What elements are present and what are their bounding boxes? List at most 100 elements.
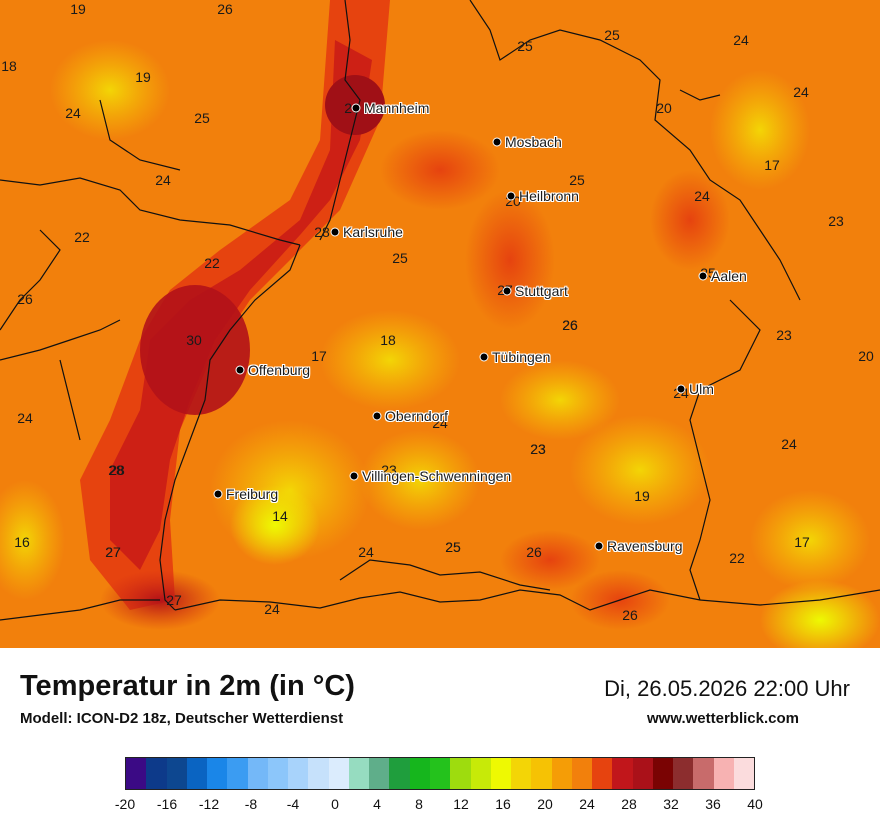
temperature-value: 24 bbox=[358, 544, 374, 560]
color-scale-swatch bbox=[267, 758, 289, 789]
color-scale-tick-label: -12 bbox=[198, 796, 220, 812]
city-marker[interactable] bbox=[492, 137, 502, 147]
color-scale-tick-label: -16 bbox=[156, 796, 178, 812]
city-label[interactable]: Stuttgart bbox=[515, 283, 568, 299]
color-scale-tick-label: 32 bbox=[663, 796, 679, 812]
color-scale-tick-label: -4 bbox=[286, 796, 300, 812]
city-label[interactable]: Karlsruhe bbox=[343, 224, 403, 240]
temperature-value: 20 bbox=[656, 100, 672, 116]
city-marker[interactable] bbox=[351, 103, 361, 113]
map-title: Temperatur in 2m (in °C) bbox=[20, 670, 355, 702]
temperature-value: 27 bbox=[166, 592, 182, 608]
color-scale-legend bbox=[125, 757, 755, 790]
color-scale-tick-label: 40 bbox=[747, 796, 763, 812]
temperature-value: 24 bbox=[65, 105, 81, 121]
color-scale-tick-label: 28 bbox=[621, 796, 637, 812]
city-label[interactable]: Mannheim bbox=[364, 100, 430, 116]
temperature-value: 30 bbox=[186, 332, 202, 348]
model-source: Modell: ICON-D2 18z, Deutscher Wetterdie… bbox=[20, 710, 344, 727]
temperature-value: 23 bbox=[530, 441, 546, 457]
color-scale-swatch bbox=[247, 758, 268, 789]
color-scale-swatch bbox=[632, 758, 653, 789]
temperature-value: 26 bbox=[562, 317, 578, 333]
color-scale-tick-label: 0 bbox=[331, 796, 339, 812]
city-marker[interactable] bbox=[594, 541, 604, 551]
color-scale-swatch bbox=[328, 758, 349, 789]
temperature-value: 24 bbox=[17, 410, 33, 426]
city-marker[interactable] bbox=[330, 227, 340, 237]
city-label[interactable]: Aalen bbox=[711, 268, 747, 284]
city-marker[interactable] bbox=[479, 352, 489, 362]
color-scale-swatch bbox=[652, 758, 674, 789]
city-marker[interactable] bbox=[676, 384, 686, 394]
color-scale-swatch bbox=[673, 758, 694, 789]
temperature-value: 27 bbox=[105, 544, 121, 560]
city-label[interactable]: Oberndorf bbox=[385, 408, 449, 424]
color-scale-swatch bbox=[227, 758, 248, 789]
temperature-value: 24 bbox=[264, 601, 280, 617]
temperature-value: 26 bbox=[17, 291, 33, 307]
city-label[interactable]: Villingen-Schwenningen bbox=[362, 468, 512, 484]
temperature-value: 14 bbox=[272, 508, 288, 524]
color-scale-swatch bbox=[490, 758, 512, 789]
city-label[interactable]: Ravensburg bbox=[607, 538, 683, 554]
map-footer: Temperatur in 2m (in °C) Modell: ICON-D2… bbox=[0, 648, 880, 830]
temperature-value: 20 bbox=[858, 348, 874, 364]
color-scale-tick-label: 12 bbox=[453, 796, 469, 812]
city-marker[interactable] bbox=[372, 411, 382, 421]
temperature-value: 22 bbox=[729, 550, 745, 566]
temperature-map[interactable] bbox=[0, 0, 880, 648]
temperature-value: 24 bbox=[694, 188, 710, 204]
city-label[interactable]: Heilbronn bbox=[519, 188, 579, 204]
temperature-value: 23 bbox=[381, 462, 397, 478]
city-label[interactable]: Offenburg bbox=[248, 362, 311, 378]
color-scale-tick-label: 16 bbox=[495, 796, 511, 812]
temperature-value: 28 bbox=[109, 462, 125, 478]
temperature-value: 25 bbox=[517, 38, 533, 54]
color-scale-swatch bbox=[612, 758, 633, 789]
color-scale-swatch bbox=[288, 758, 309, 789]
forecast-datetime: Di, 26.05.2026 22:00 Uhr bbox=[604, 676, 850, 701]
color-scale-swatch bbox=[369, 758, 390, 789]
temperature-value: 22 bbox=[204, 255, 220, 271]
temperature-value: 17 bbox=[311, 348, 327, 364]
temperature-value: 28 bbox=[314, 224, 330, 240]
temperature-value: 27 bbox=[105, 544, 121, 560]
color-scale-swatch bbox=[186, 758, 208, 789]
color-scale-swatch bbox=[348, 758, 370, 789]
city-marker[interactable] bbox=[213, 489, 223, 499]
temperature-value: 24 bbox=[733, 32, 749, 48]
city-marker[interactable] bbox=[235, 365, 245, 375]
city-marker[interactable] bbox=[349, 471, 359, 481]
temperature-value: 18 bbox=[380, 332, 396, 348]
temperature-value: 26 bbox=[622, 607, 638, 623]
color-scale-swatch bbox=[166, 758, 187, 789]
city-label[interactable]: Freiburg bbox=[226, 486, 279, 502]
city-marker[interactable] bbox=[506, 191, 516, 201]
temperature-value: 23 bbox=[530, 441, 546, 457]
temperature-value: 19 bbox=[135, 69, 151, 85]
temperature-value: 26 bbox=[562, 317, 578, 333]
color-scale-swatch bbox=[429, 758, 451, 789]
city-label[interactable]: Mosbach bbox=[505, 134, 562, 150]
color-scale-swatch bbox=[389, 758, 410, 789]
city-marker[interactable] bbox=[698, 271, 708, 281]
color-scale-swatch bbox=[531, 758, 552, 789]
color-scale-tick-label: 4 bbox=[373, 796, 381, 812]
color-scale-tick-label: 36 bbox=[705, 796, 721, 812]
temperature-value: 25 bbox=[445, 539, 461, 555]
website-url[interactable]: www.wetterblick.com bbox=[647, 710, 799, 727]
temperature-value: 25 bbox=[604, 27, 620, 43]
city-marker[interactable] bbox=[502, 286, 512, 296]
color-scale-swatch bbox=[511, 758, 532, 789]
temperature-field bbox=[0, 0, 880, 648]
temperature-value: 23 bbox=[776, 327, 792, 343]
city-label[interactable]: Tübingen bbox=[492, 349, 551, 365]
temperature-value: 24 bbox=[781, 436, 797, 452]
color-scale-swatch bbox=[470, 758, 491, 789]
city-label[interactable]: Ulm bbox=[689, 381, 714, 397]
color-scale-tick-label: 8 bbox=[415, 796, 423, 812]
color-scale-tick-label: 24 bbox=[579, 796, 595, 812]
color-scale-swatch bbox=[450, 758, 471, 789]
temperature-value: 23 bbox=[828, 213, 844, 229]
